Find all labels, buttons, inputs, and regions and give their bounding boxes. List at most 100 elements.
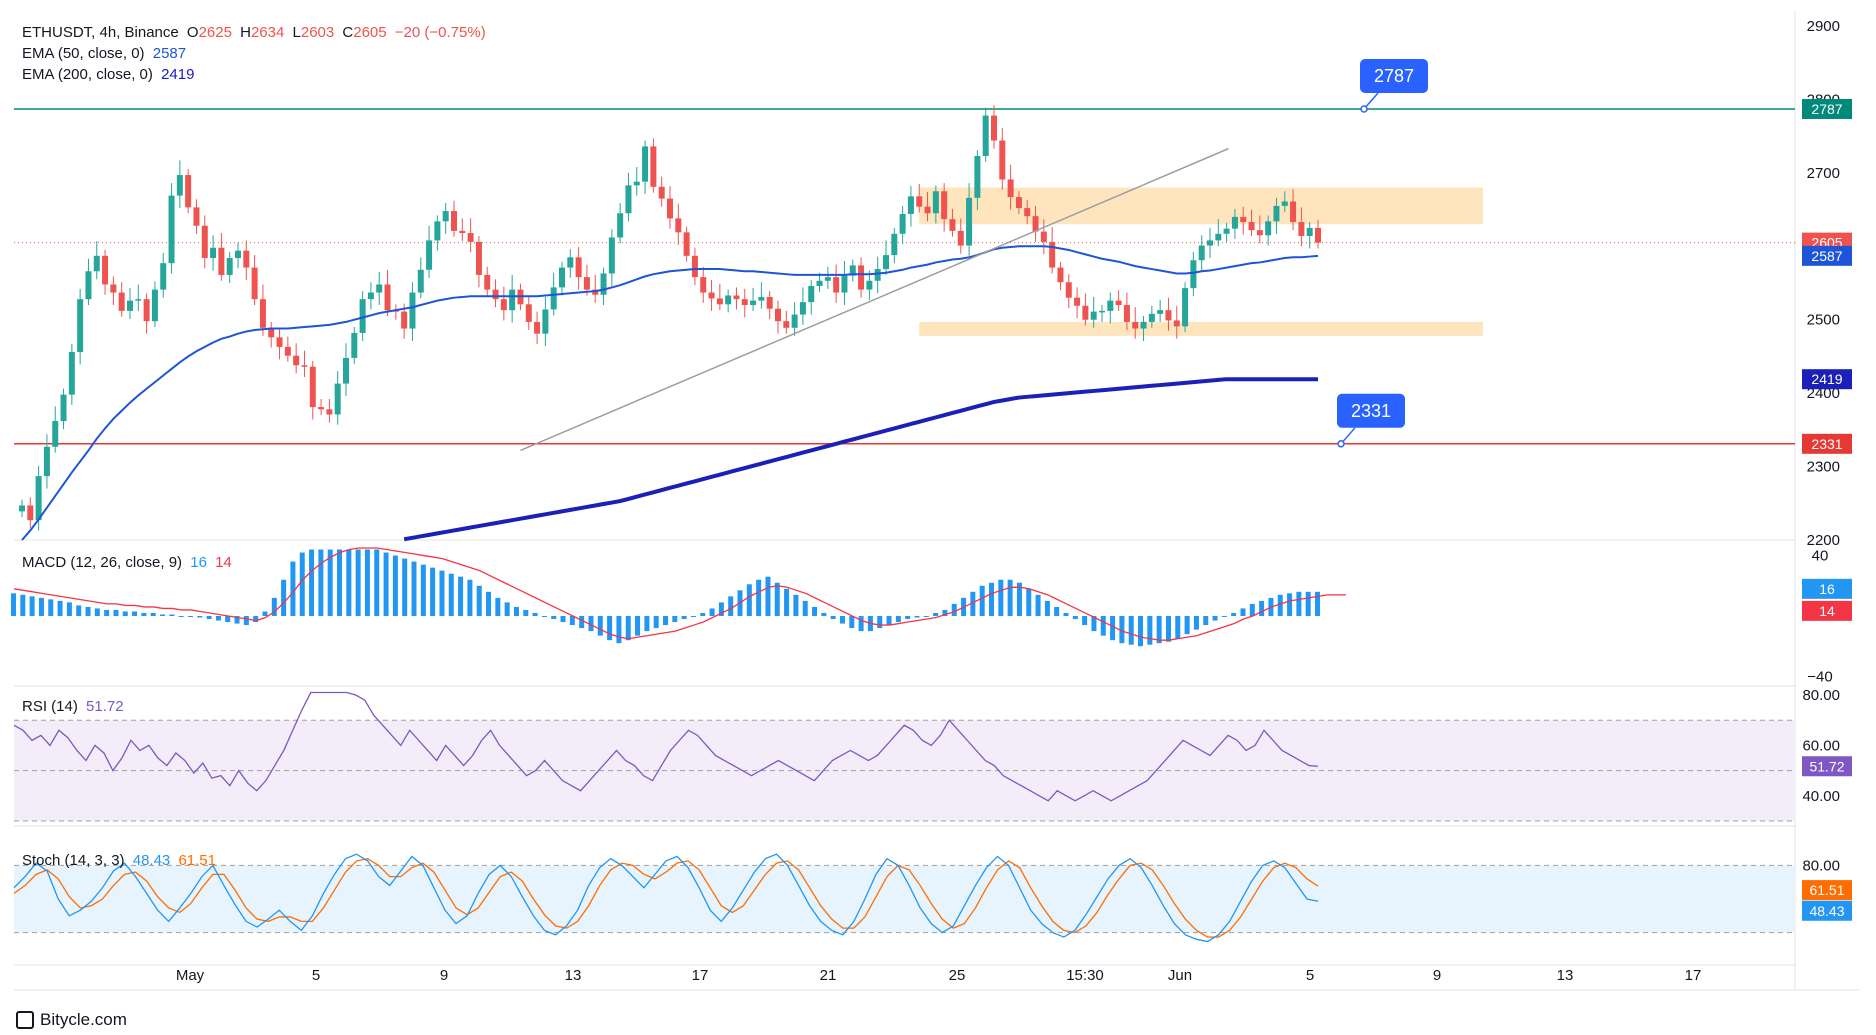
candle-body[interactable] xyxy=(907,196,914,214)
candle-body[interactable] xyxy=(1198,245,1205,261)
candle-body[interactable] xyxy=(434,221,441,241)
candle-body[interactable] xyxy=(210,247,217,259)
candle-body[interactable] xyxy=(667,198,673,219)
candle-body[interactable] xyxy=(409,292,416,329)
candle-body[interactable] xyxy=(1032,216,1039,232)
candle-body[interactable] xyxy=(799,302,806,315)
candle-body[interactable] xyxy=(201,225,208,259)
candle-body[interactable] xyxy=(916,196,923,207)
candle-body[interactable] xyxy=(559,267,565,288)
candle-body[interactable] xyxy=(35,476,42,521)
candle-body[interactable] xyxy=(1082,305,1089,320)
candle-body[interactable] xyxy=(19,505,25,512)
candle-body[interactable] xyxy=(600,273,607,295)
candle-body[interactable] xyxy=(700,277,707,293)
candle-body[interactable] xyxy=(43,446,50,477)
candle-body[interactable] xyxy=(1049,241,1056,268)
candle-body[interactable] xyxy=(1281,201,1288,206)
candle-body[interactable] xyxy=(509,289,516,311)
candle-body[interactable] xyxy=(160,263,167,290)
candle-body[interactable] xyxy=(1173,320,1180,327)
candle-body[interactable] xyxy=(525,304,532,322)
candle-body[interactable] xyxy=(1207,240,1213,246)
candle-body[interactable] xyxy=(883,255,889,270)
candle-body[interactable] xyxy=(110,284,117,293)
candle-body[interactable] xyxy=(426,240,433,270)
candle-body[interactable] xyxy=(816,280,823,286)
candle-body[interactable] xyxy=(849,265,856,276)
candle-body[interactable] xyxy=(966,197,973,246)
candle-body[interactable] xyxy=(833,277,840,293)
candle-body[interactable] xyxy=(442,211,449,222)
candle-body[interactable] xyxy=(1065,282,1072,298)
candle-body[interactable] xyxy=(575,257,582,278)
candle-body[interactable] xyxy=(708,292,715,299)
callout-anchor[interactable] xyxy=(1360,105,1368,113)
candle-body[interactable] xyxy=(733,295,740,300)
candle-body[interactable] xyxy=(176,175,183,196)
candle-body[interactable] xyxy=(683,232,690,256)
candle-body[interactable] xyxy=(974,155,981,198)
candle-body[interactable] xyxy=(775,308,781,322)
candle-body[interactable] xyxy=(318,407,325,410)
candle-body[interactable] xyxy=(1215,233,1222,241)
candle-body[interactable] xyxy=(791,314,798,328)
candle-body[interactable] xyxy=(1265,221,1272,236)
candle-body[interactable] xyxy=(957,230,964,246)
candle-body[interactable] xyxy=(102,255,109,285)
candle-body[interactable] xyxy=(1040,231,1047,242)
candle-body[interactable] xyxy=(725,295,732,305)
candle-body[interactable] xyxy=(1099,310,1105,313)
candle-body[interactable] xyxy=(118,292,125,311)
candle-body[interactable] xyxy=(218,247,225,275)
candle-body[interactable] xyxy=(127,300,133,311)
candle-body[interactable] xyxy=(808,285,815,303)
candle-body[interactable] xyxy=(168,195,175,264)
candle-body[interactable] xyxy=(451,211,457,231)
candle-body[interactable] xyxy=(766,296,773,309)
candle-body[interactable] xyxy=(1123,305,1130,322)
trendline-layer[interactable] xyxy=(520,147,1229,452)
supply-zone[interactable] xyxy=(919,187,1483,225)
candle-body[interactable] xyxy=(60,394,67,422)
candle-body[interactable] xyxy=(226,258,233,275)
candle-body[interactable] xyxy=(309,366,316,408)
level-callout[interactable] xyxy=(1360,58,1428,93)
candle-body[interactable] xyxy=(1273,205,1280,222)
candle-body[interactable] xyxy=(716,298,723,305)
candle-body[interactable] xyxy=(268,327,275,338)
candle-body[interactable] xyxy=(1157,310,1164,314)
candle-body[interactable] xyxy=(999,140,1006,180)
candle-body[interactable] xyxy=(459,230,466,234)
candle-body[interactable] xyxy=(866,280,873,290)
candle-body[interactable] xyxy=(592,289,599,295)
candle-body[interactable] xyxy=(858,265,865,290)
candle-body[interactable] xyxy=(891,233,898,256)
candle-body[interactable] xyxy=(85,271,92,300)
demand-zone[interactable] xyxy=(919,321,1483,336)
candle-body[interactable] xyxy=(1315,227,1321,243)
brand-footer[interactable]: Bitycle.com xyxy=(16,1005,127,1035)
candle-body[interactable] xyxy=(941,191,948,220)
candle-body[interactable] xyxy=(284,346,291,356)
candle-body[interactable] xyxy=(243,250,250,268)
candle-body[interactable] xyxy=(783,321,790,328)
candle-body[interactable] xyxy=(1223,228,1230,234)
ascending-trendline[interactable] xyxy=(520,147,1229,452)
candle-body[interactable] xyxy=(401,311,408,329)
candle-body[interactable] xyxy=(293,355,300,366)
candle-body[interactable] xyxy=(633,181,640,186)
candle-body[interactable] xyxy=(351,332,358,358)
candle-body[interactable] xyxy=(475,241,482,275)
candle-body[interactable] xyxy=(949,219,956,231)
candle-body[interactable] xyxy=(1190,260,1197,289)
candle-body[interactable] xyxy=(550,287,557,310)
candle-body[interactable] xyxy=(1148,313,1155,322)
candle-body[interactable] xyxy=(1115,300,1122,306)
candle-body[interactable] xyxy=(185,175,192,208)
candle-body[interactable] xyxy=(27,505,34,521)
candle-body[interactable] xyxy=(259,299,266,328)
candle-body[interactable] xyxy=(1231,216,1238,229)
candle-body[interactable] xyxy=(1132,321,1139,329)
candle-body[interactable] xyxy=(367,292,374,300)
